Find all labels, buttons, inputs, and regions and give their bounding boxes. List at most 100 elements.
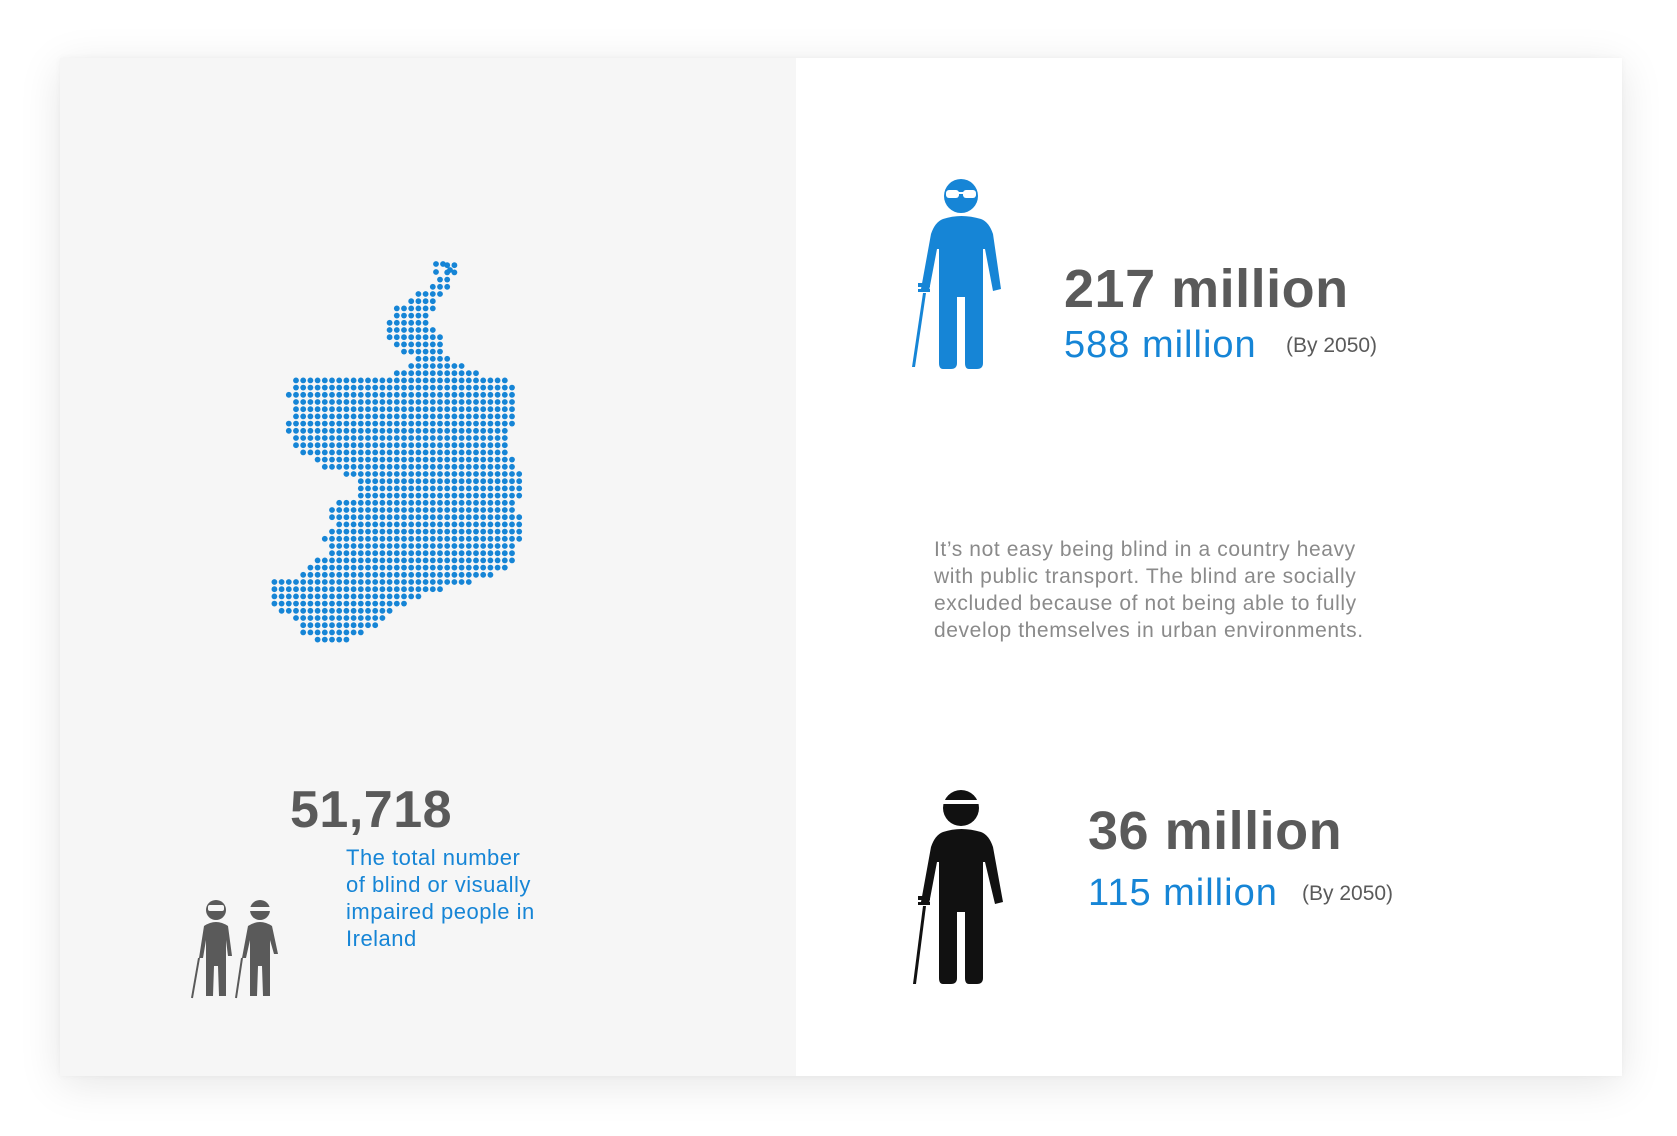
map-dot: [494, 543, 501, 549]
map-dot: [422, 420, 429, 427]
map-dot: [386, 571, 393, 578]
map-dot: [365, 420, 371, 427]
map-dot: [278, 607, 285, 614]
map-dot: [429, 348, 436, 355]
map-dot: [343, 543, 350, 549]
map-dot: [357, 579, 364, 585]
map-dot: [465, 550, 472, 557]
map-dot: [336, 521, 343, 528]
map-dot: [458, 514, 465, 521]
map-dot: [379, 507, 386, 513]
map-dot: [321, 449, 328, 456]
map-dot: [343, 442, 350, 449]
map-dot: [444, 384, 451, 391]
map-dot: [271, 579, 278, 585]
map-dot: [451, 435, 458, 441]
map-dot: [393, 521, 400, 528]
map-dot: [386, 327, 393, 333]
map-dot: [437, 363, 443, 369]
map-dot: [509, 463, 515, 470]
map-dot: [314, 413, 321, 420]
map-dot: [465, 413, 472, 420]
map-dot: [415, 363, 422, 369]
map-dot: [458, 456, 465, 463]
map-dot: [336, 514, 343, 521]
map-dot: [501, 543, 508, 549]
map-dot: [494, 564, 501, 571]
map-dot: [487, 485, 494, 492]
map-dot: [487, 449, 494, 456]
map-dot: [480, 377, 487, 384]
map-dot: [494, 528, 501, 535]
map-dot: [501, 492, 508, 499]
map-dot: [372, 514, 379, 521]
visually-impaired-person-icon: [912, 179, 1001, 369]
map-dot: [473, 492, 479, 499]
map-dot: [509, 535, 515, 542]
map-dot: [350, 528, 357, 535]
map-dot: [343, 514, 350, 521]
map-dot: [350, 535, 357, 542]
map-dot: [444, 399, 451, 405]
map-dot: [329, 629, 335, 636]
map-dot: [343, 384, 350, 391]
map-dot: [451, 564, 458, 571]
map-dot: [480, 427, 487, 434]
map-dot: [408, 442, 415, 449]
map-dot: [379, 463, 386, 470]
map-dot: [329, 543, 335, 549]
map-dot: [444, 535, 451, 542]
map-dot: [336, 413, 343, 420]
map-dot: [437, 586, 443, 593]
map-dot: [408, 456, 415, 463]
map-dot: [408, 485, 415, 492]
map-dot: [437, 492, 443, 499]
map-dot: [429, 485, 436, 492]
map-dot: [451, 399, 458, 405]
map-dot: [285, 593, 292, 600]
map-dot: [386, 564, 393, 571]
map-dot: [372, 557, 379, 564]
map-dot: [444, 550, 451, 557]
map-dot: [393, 463, 400, 470]
map-dot: [357, 622, 364, 629]
map-dot: [509, 420, 515, 427]
map-dot: [314, 571, 321, 578]
map-dot: [422, 427, 429, 434]
map-dot: [372, 384, 379, 391]
map-dot: [300, 586, 307, 593]
map-dot: [494, 499, 501, 506]
map-dot: [494, 435, 501, 441]
map-dot: [408, 312, 415, 319]
map-dot: [480, 485, 487, 492]
map-dot: [393, 427, 400, 434]
map-dot: [321, 442, 328, 449]
map-dot: [501, 471, 508, 477]
map-dot: [401, 485, 407, 492]
map-dot: [415, 312, 422, 319]
map-dot: [437, 550, 443, 557]
map-dot: [516, 535, 523, 542]
map-dot: [422, 291, 429, 297]
map-dot: [336, 449, 343, 456]
map-dot: [465, 370, 472, 377]
map-dot: [444, 413, 451, 420]
map-dot: [401, 593, 407, 600]
map-dot: [509, 399, 515, 405]
map-dot: [401, 471, 407, 477]
map-dot: [300, 607, 307, 614]
map-dot: [465, 456, 472, 463]
map-dot: [357, 543, 364, 549]
map-dot: [307, 399, 314, 405]
world-blind-2020: 217 million: [1064, 259, 1349, 319]
map-dot: [393, 341, 400, 348]
map-dot: [415, 449, 422, 456]
map-dot: [433, 269, 439, 275]
map-dot: [494, 427, 501, 434]
map-dot: [307, 406, 314, 413]
map-dot: [307, 586, 314, 593]
map-dot: [357, 550, 364, 557]
map-dot: [451, 521, 458, 528]
map-dot: [401, 514, 407, 521]
map-dot: [494, 406, 501, 413]
